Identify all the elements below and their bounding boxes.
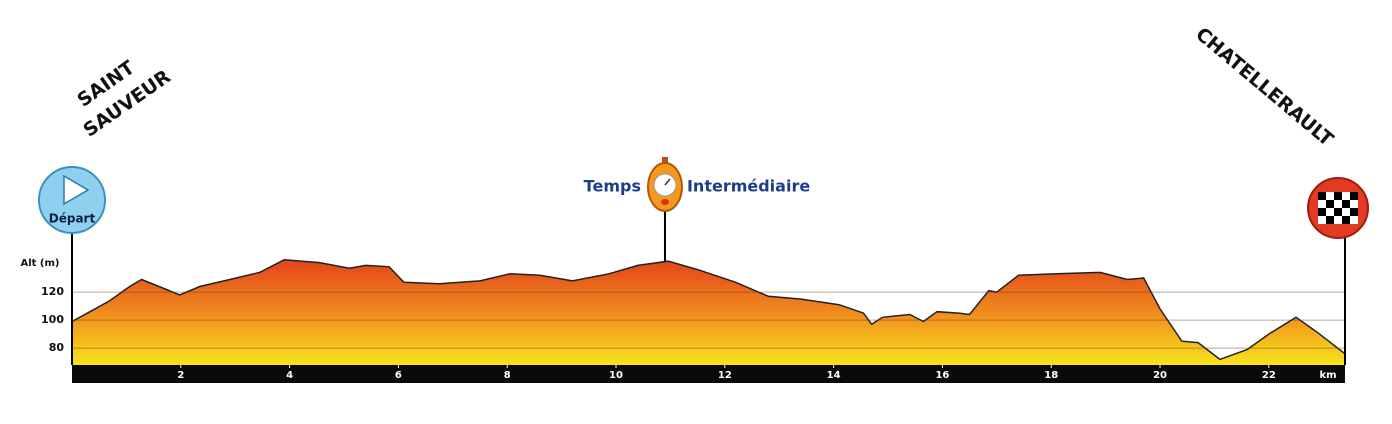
y-tick-label: 100 [41,313,64,326]
elevation-line [71,259,1346,361]
x-tick-label: 18 [1044,370,1058,381]
x-tick-label: 6 [395,370,402,381]
x-tick-label: 10 [609,370,623,381]
x-tick-label: 20 [1153,370,1167,381]
x-tick-label: 14 [827,370,841,381]
checkpoint-marker [646,157,683,212]
elevation-area [72,259,1345,365]
x-axis-label: km [1319,370,1336,381]
finish-city: CHATELLERAULT [1191,23,1337,151]
y-tick-label: 80 [49,341,65,354]
x-tick-label: 8 [504,370,511,381]
x-axis-band [72,365,1345,383]
x-tick-label: 22 [1262,370,1276,381]
x-tick-label: 4 [286,370,293,381]
start-label: Départ [49,212,96,226]
checkpoint-label: Intermédiaire [687,177,810,196]
checkpoint-label: Temps [584,177,641,196]
start-marker [38,166,106,365]
x-tick-label: 2 [177,370,184,381]
finish-marker [1307,177,1369,365]
y-axis-label: Alt (m) [21,258,60,269]
y-tick-label: 120 [41,285,64,298]
x-tick-label: 16 [935,370,949,381]
x-tick-label: 12 [718,370,732,381]
